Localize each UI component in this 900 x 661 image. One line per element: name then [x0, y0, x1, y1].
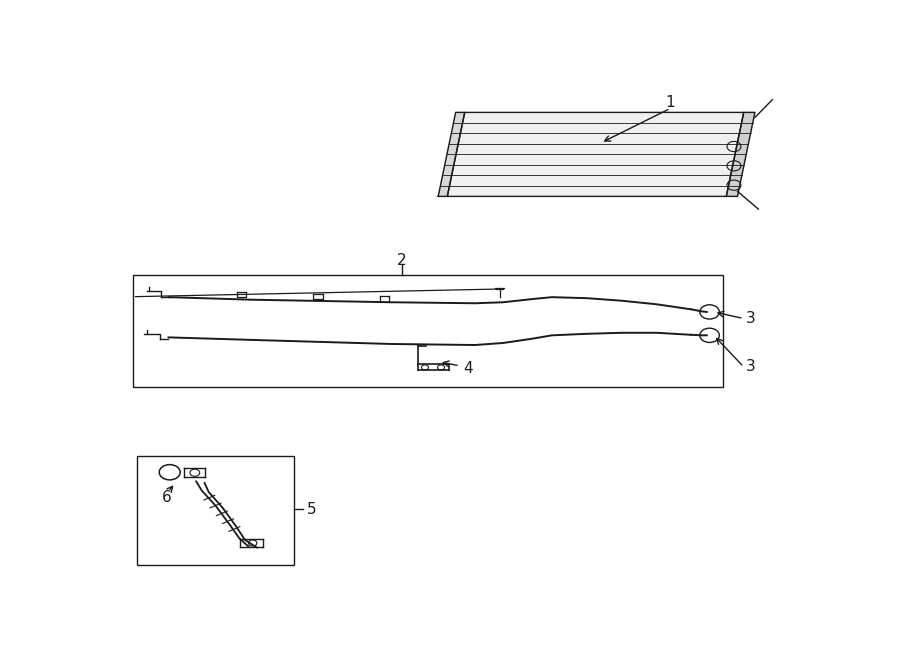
Text: 5: 5 — [306, 502, 316, 517]
Bar — [137, 456, 293, 565]
Text: 6: 6 — [162, 490, 172, 505]
Polygon shape — [726, 112, 755, 196]
Text: 2: 2 — [397, 253, 407, 268]
Text: 3: 3 — [746, 360, 756, 374]
Text: 3: 3 — [746, 311, 756, 326]
Text: 1: 1 — [666, 95, 675, 110]
Polygon shape — [438, 112, 464, 196]
Text: 4: 4 — [464, 361, 473, 376]
Polygon shape — [447, 112, 743, 196]
Bar — [133, 275, 723, 387]
